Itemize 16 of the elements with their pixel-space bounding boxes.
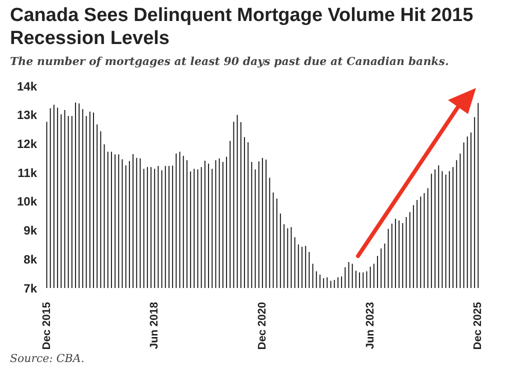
y-tick-label: 12k [16, 136, 38, 151]
y-tick-label: 7k [24, 281, 38, 296]
x-tick-label: Dec 2015 [40, 302, 53, 350]
x-tick-label: Jun 2023 [364, 302, 376, 350]
y-tick-label: 8k [24, 252, 38, 266]
y-tick-label: 11k [18, 166, 38, 180]
source-note: Source: CBA. [10, 352, 84, 365]
y-tick-label: 10k [16, 194, 38, 209]
chart-subtitle: The number of mortgages at least 90 days past due at Canadian banks. [10, 55, 450, 68]
y-tick-label: 14k [16, 79, 38, 94]
x-tick-label: Jun 2018 [148, 302, 161, 350]
chart-title: Canada Sees Delinquent Mortgage Volume Hit 2015 Recession Levels [10, 4, 474, 50]
x-tick-label: Dec 2020 [256, 302, 268, 350]
y-tick-label: 9k [24, 224, 38, 238]
y-tick-label: 13k [16, 108, 38, 122]
x-tick-label: Dec 2025 [472, 302, 484, 350]
